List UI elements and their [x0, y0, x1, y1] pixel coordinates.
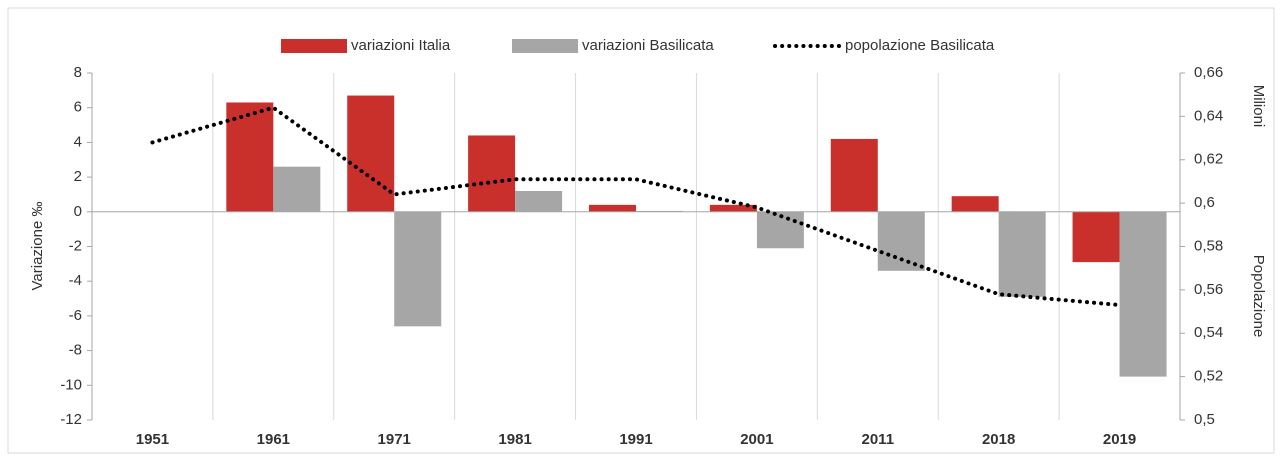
y2-axis-label: Popolazione [1250, 255, 1267, 338]
x-tick-label: 2001 [740, 431, 773, 448]
x-tick-label: 1951 [136, 431, 169, 448]
y-tick-label: -6 [69, 307, 82, 324]
frame [7, 7, 1275, 454]
y-tick-label: 6 [74, 99, 82, 116]
y-tick-label: -12 [60, 411, 82, 428]
legend-label: variazioni Italia [351, 37, 451, 54]
x-tick-label: 1991 [619, 431, 652, 448]
y-tick-label: -10 [60, 376, 82, 393]
y-tick-label: -2 [69, 237, 82, 254]
y-tick-label: -4 [69, 272, 82, 289]
bar [468, 135, 516, 212]
y2-tick-label: 0,54 [1194, 324, 1223, 341]
legend-swatch [281, 39, 347, 53]
y2-tick-label: 0,52 [1194, 368, 1223, 385]
bar [951, 196, 999, 212]
y-axis-label: Variazione ‰ [29, 202, 46, 291]
y-tick-label: -8 [69, 342, 82, 359]
bar [347, 95, 395, 212]
y-tick-label: 8 [74, 64, 82, 81]
x-tick-label: 2018 [982, 431, 1015, 448]
bar [1072, 211, 1120, 263]
y2-unit: Milioni [1250, 85, 1267, 128]
y-tick-label: 4 [74, 133, 82, 150]
bar [998, 211, 1046, 297]
y-tick-label: 0 [74, 203, 82, 220]
y2-tick-label: 0,6 [1194, 194, 1215, 211]
bar [709, 204, 757, 212]
bar [830, 138, 878, 212]
legend-label: variazioni Basilicata [582, 37, 714, 54]
x-tick-label: 1961 [257, 431, 290, 448]
y2-tick-label: 0,64 [1194, 107, 1223, 124]
bar [877, 211, 925, 271]
bar [1119, 211, 1167, 377]
y2-tick-label: 0,66 [1194, 64, 1223, 81]
x-tick-label: 2019 [1103, 431, 1136, 448]
y2-tick-label: 0,62 [1194, 151, 1223, 168]
y-tick-label: 2 [74, 168, 82, 185]
bar [515, 190, 563, 212]
x-tick-label: 1981 [498, 431, 531, 448]
y2-tick-label: 0,5 [1194, 411, 1215, 428]
x-tick-label: 2011 [862, 431, 895, 448]
legend-swatch [512, 39, 578, 53]
bar [394, 211, 442, 327]
y2-tick-label: 0,58 [1194, 237, 1223, 254]
x-tick-label: 1971 [378, 431, 411, 448]
bar [589, 204, 636, 212]
bar [273, 166, 321, 212]
legend-label: popolazione Basilicata [845, 37, 995, 54]
line-series [150, 105, 1122, 308]
y2-tick-label: 0,56 [1194, 281, 1223, 298]
